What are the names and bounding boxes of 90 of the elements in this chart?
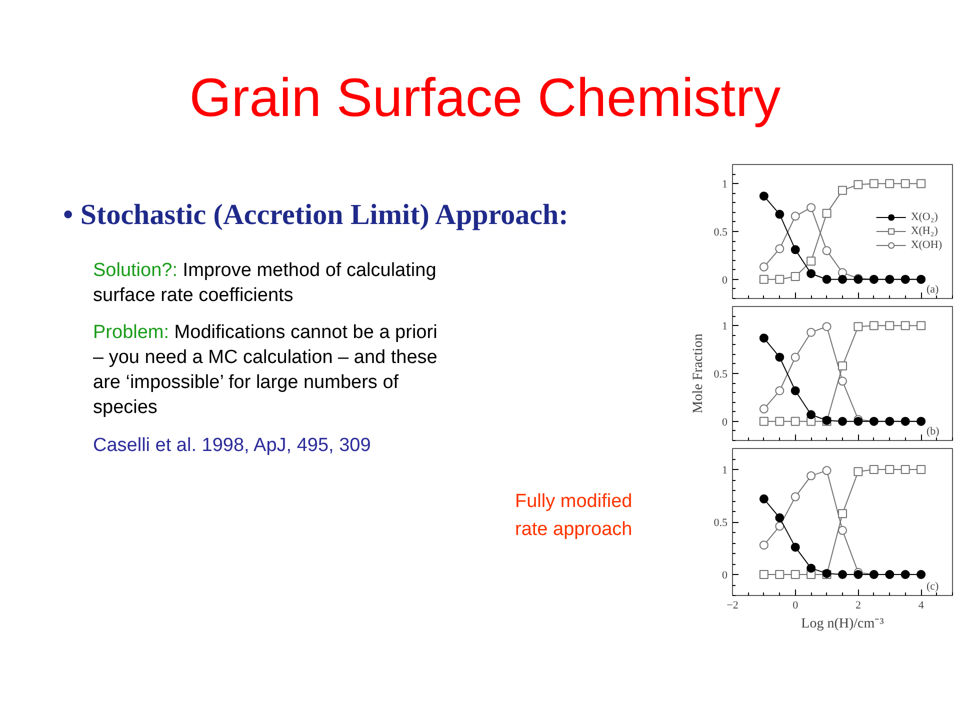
text: Fully modified rate approach [515, 490, 634, 542]
point [916, 321, 926, 330]
point [790, 416, 800, 426]
point [822, 246, 832, 256]
point [775, 274, 784, 284]
point [790, 492, 800, 502]
point [775, 522, 784, 531]
point [790, 212, 800, 221]
point [838, 376, 847, 386]
text: • Stochastic (Accretion Limit) Approach: [63, 198, 568, 233]
point [806, 564, 816, 573]
point [775, 244, 784, 254]
point [900, 321, 910, 330]
point [838, 526, 847, 535]
point [775, 352, 784, 362]
point [854, 322, 863, 332]
point [790, 352, 800, 362]
point [885, 465, 894, 474]
legend-label: X(OH) [910, 238, 942, 252]
point [806, 471, 816, 480]
point [885, 321, 894, 330]
point [916, 465, 926, 474]
y-tick-label: 0 [722, 416, 728, 428]
legend-label: X(H₂) [910, 224, 938, 238]
point [916, 179, 926, 188]
point [854, 180, 863, 190]
point [806, 269, 816, 278]
point [838, 570, 847, 579]
point [790, 542, 800, 552]
x-tick-label: −2 [726, 600, 738, 612]
point [900, 465, 910, 474]
y-tick-label: 0.5 [714, 226, 728, 238]
x-tick-label: 4 [918, 600, 924, 612]
point [869, 465, 878, 474]
point [806, 328, 816, 337]
point [759, 274, 768, 284]
point [759, 494, 768, 504]
point [854, 570, 863, 579]
text: Grain Surface Chemistry [188, 67, 782, 130]
y-tick-label: 0.5 [714, 517, 728, 529]
point [822, 322, 832, 332]
y-tick-label: 0 [722, 274, 728, 286]
point [759, 192, 768, 201]
point [822, 466, 832, 476]
point [869, 321, 878, 330]
point [759, 334, 768, 343]
point [790, 272, 800, 281]
annotation: (b) [926, 426, 940, 438]
x-axis-title: Log n(H)/cm⁻³ [801, 616, 884, 632]
point [854, 467, 863, 476]
text: Problem: [93, 322, 170, 344]
point [806, 256, 816, 266]
y-axis-title: Mole Fraction [690, 334, 706, 414]
annotation: (a) [926, 284, 940, 296]
point [838, 186, 847, 195]
point [806, 410, 816, 420]
point [775, 416, 784, 426]
point [885, 179, 894, 188]
point [759, 570, 768, 579]
point [759, 404, 768, 414]
point [775, 386, 784, 396]
y-tick-label: 1 [722, 320, 728, 333]
point [822, 274, 832, 284]
point [775, 570, 784, 579]
point [790, 570, 800, 579]
point [759, 416, 768, 426]
point [838, 361, 847, 370]
point [775, 513, 784, 522]
y-tick-label: 1 [722, 178, 728, 191]
x-tick-label: 0 [792, 600, 799, 612]
point [790, 386, 800, 396]
point [759, 262, 768, 272]
point [838, 509, 847, 518]
x-tick-label: 2 [855, 600, 861, 612]
y-tick-label: 1 [722, 464, 728, 476]
point [900, 179, 910, 188]
point [806, 203, 816, 212]
text: Solution?: [93, 260, 178, 282]
legend-label: X(O₂) [910, 210, 938, 224]
point [869, 179, 878, 188]
point [838, 274, 847, 284]
point [838, 416, 847, 426]
annotation: (c) [926, 580, 940, 592]
point [759, 540, 768, 550]
point [775, 210, 784, 219]
text: Caselli et al. 1998, ApJ, 495, 309 [93, 434, 372, 458]
y-tick-label: 0.5 [714, 368, 728, 380]
y-tick-label: 0 [722, 570, 728, 582]
point [790, 245, 800, 254]
point [822, 208, 832, 218]
